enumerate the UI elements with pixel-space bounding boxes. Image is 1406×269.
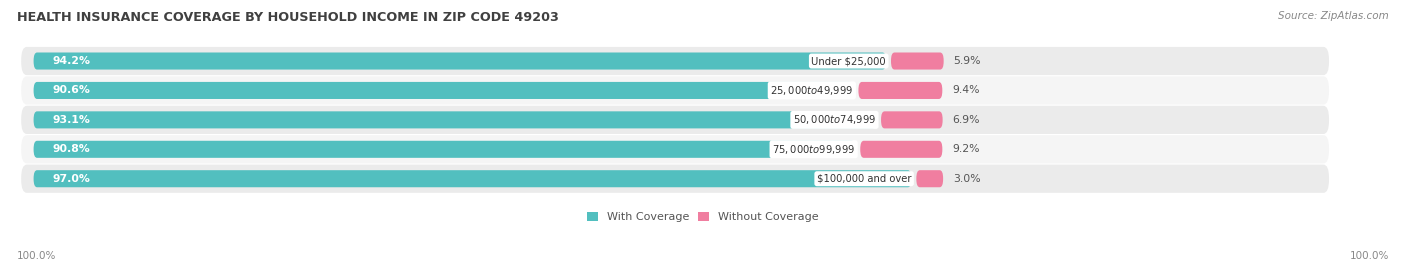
Text: 6.9%: 6.9% (952, 115, 980, 125)
Text: 5.9%: 5.9% (953, 56, 981, 66)
FancyBboxPatch shape (34, 141, 855, 158)
Text: 93.1%: 93.1% (52, 115, 90, 125)
Text: $25,000 to $49,999: $25,000 to $49,999 (770, 84, 853, 97)
Text: 90.6%: 90.6% (52, 86, 90, 95)
FancyBboxPatch shape (34, 170, 911, 187)
Text: 100.0%: 100.0% (17, 251, 56, 261)
FancyBboxPatch shape (917, 170, 943, 187)
FancyBboxPatch shape (34, 82, 853, 99)
FancyBboxPatch shape (859, 82, 942, 99)
FancyBboxPatch shape (860, 141, 942, 158)
Text: 3.0%: 3.0% (953, 174, 980, 184)
FancyBboxPatch shape (34, 111, 876, 128)
FancyBboxPatch shape (21, 76, 1329, 105)
Text: $100,000 and over: $100,000 and over (817, 174, 911, 184)
FancyBboxPatch shape (21, 47, 1329, 75)
Text: HEALTH INSURANCE COVERAGE BY HOUSEHOLD INCOME IN ZIP CODE 49203: HEALTH INSURANCE COVERAGE BY HOUSEHOLD I… (17, 11, 558, 24)
Text: 97.0%: 97.0% (52, 174, 90, 184)
FancyBboxPatch shape (21, 165, 1329, 193)
FancyBboxPatch shape (882, 111, 942, 128)
FancyBboxPatch shape (891, 52, 943, 70)
Text: Source: ZipAtlas.com: Source: ZipAtlas.com (1278, 11, 1389, 21)
Legend: With Coverage, Without Coverage: With Coverage, Without Coverage (582, 207, 824, 226)
Text: 9.2%: 9.2% (952, 144, 980, 154)
Text: 94.2%: 94.2% (52, 56, 90, 66)
Text: 9.4%: 9.4% (952, 86, 980, 95)
Text: 100.0%: 100.0% (1350, 251, 1389, 261)
Text: $75,000 to $99,999: $75,000 to $99,999 (772, 143, 855, 156)
Text: $50,000 to $74,999: $50,000 to $74,999 (793, 113, 876, 126)
FancyBboxPatch shape (21, 135, 1329, 164)
Text: Under $25,000: Under $25,000 (811, 56, 886, 66)
FancyBboxPatch shape (34, 52, 886, 70)
Text: 90.8%: 90.8% (52, 144, 90, 154)
FancyBboxPatch shape (21, 106, 1329, 134)
